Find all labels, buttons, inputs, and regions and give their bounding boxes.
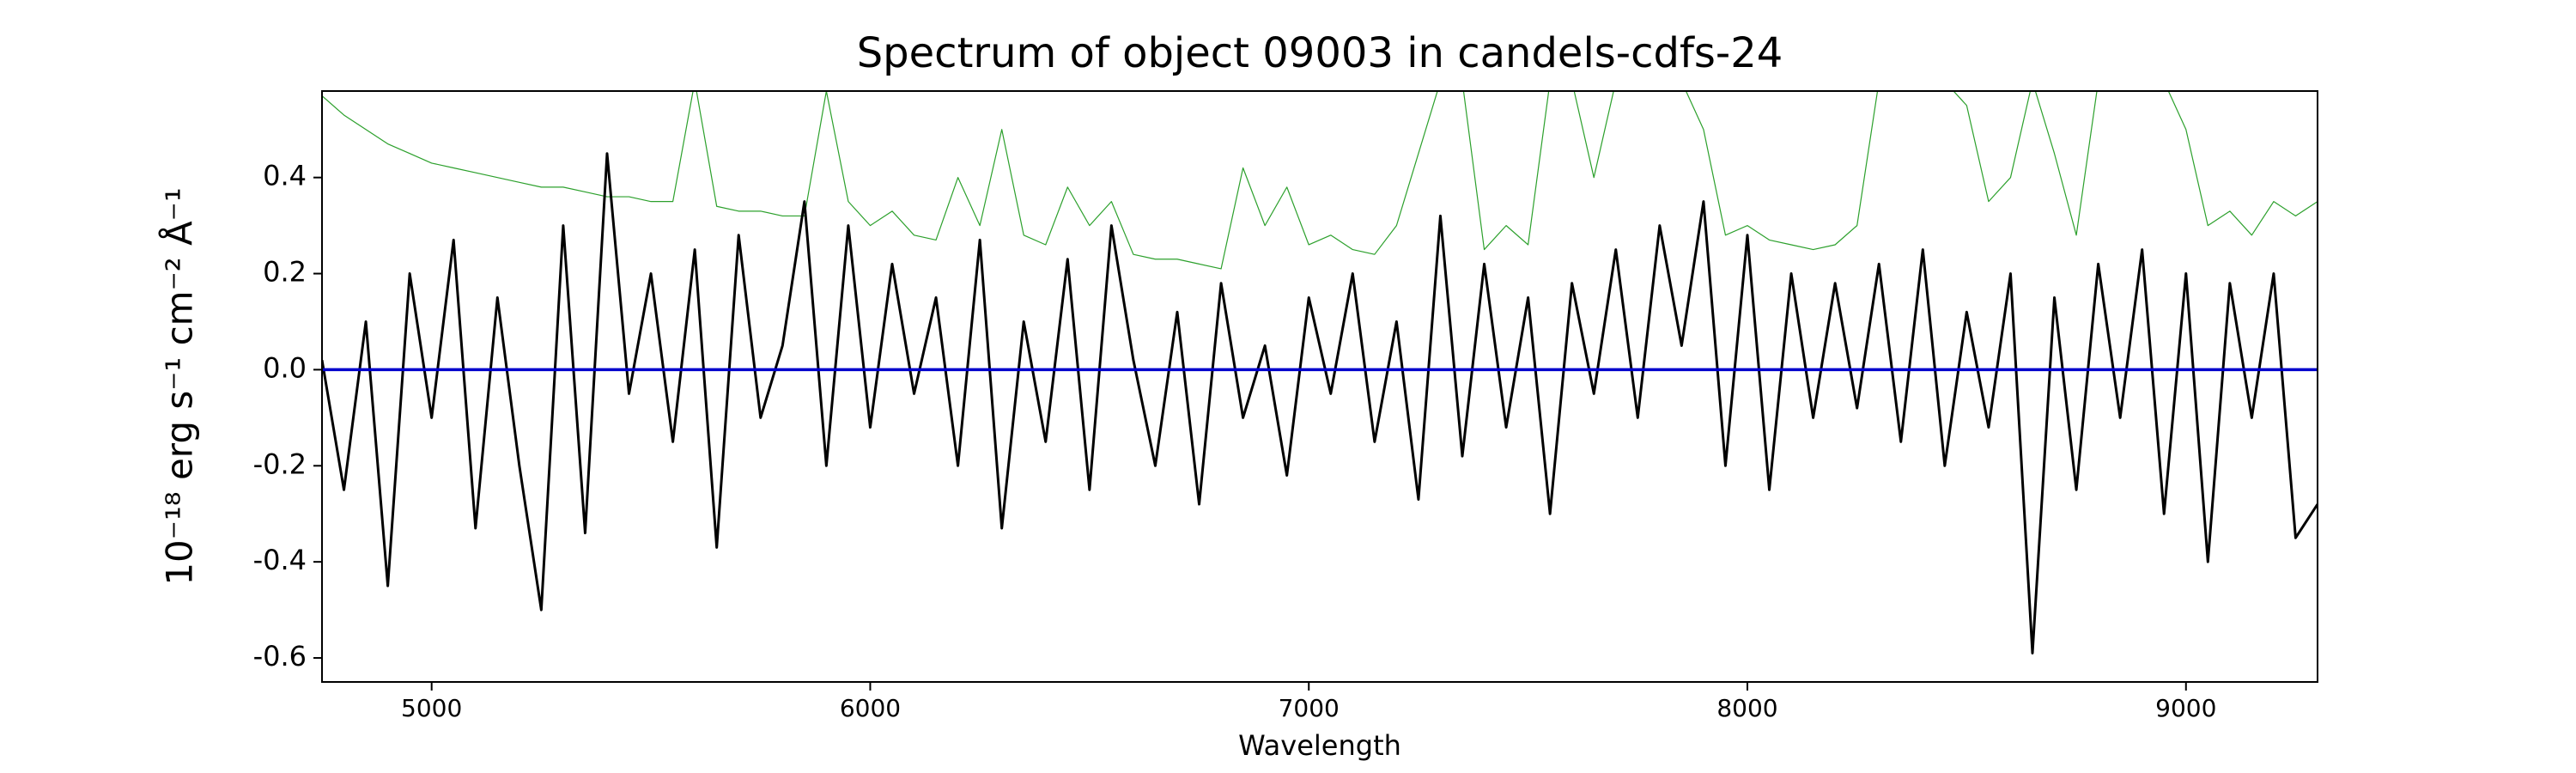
x-tick-label: 8000 [1716, 694, 1777, 722]
x-axis-label: Wavelength [1238, 729, 1401, 762]
x-tick-label: 6000 [840, 694, 901, 722]
y-tick-label: -0.6 [253, 640, 307, 673]
spectrum-line [322, 152, 2318, 654]
y-tick-label: 0.4 [263, 160, 307, 192]
spectrum-line [322, 91, 2318, 270]
chart-title: Spectrum of object 09003 in candels-cdfs… [857, 29, 1783, 77]
x-tick-label: 9000 [2155, 694, 2216, 722]
y-tick-label: 0.2 [263, 256, 307, 289]
y-tick-label: 0.0 [263, 351, 307, 384]
x-tick-label: 7000 [1279, 694, 1340, 722]
y-tick-label: -0.2 [253, 447, 307, 480]
axes-frame [321, 90, 2318, 683]
plot-area [322, 91, 2318, 654]
x-tick-label: 5000 [401, 694, 462, 722]
y-axis-label: 10⁻¹⁸ erg s⁻¹ cm⁻² Å⁻¹ [158, 187, 201, 585]
y-tick-label: -0.4 [253, 544, 307, 576]
